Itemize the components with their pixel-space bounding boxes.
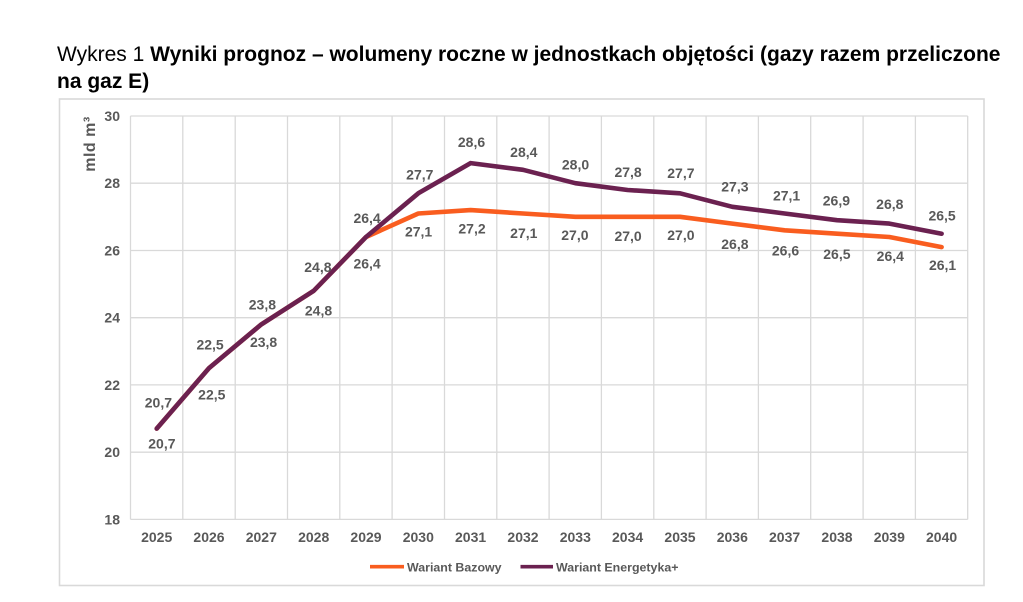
svg-text:mld m³: mld m³ xyxy=(82,116,99,171)
svg-text:27,1: 27,1 xyxy=(405,224,432,240)
svg-text:27,0: 27,0 xyxy=(667,227,694,243)
svg-text:22,5: 22,5 xyxy=(198,387,225,403)
svg-text:2038: 2038 xyxy=(821,529,852,545)
svg-text:26,1: 26,1 xyxy=(929,257,956,273)
svg-text:24,8: 24,8 xyxy=(304,259,331,275)
svg-text:24,8: 24,8 xyxy=(305,303,332,319)
svg-text:26,5: 26,5 xyxy=(928,207,955,223)
svg-text:26,9: 26,9 xyxy=(823,192,850,208)
svg-text:28,6: 28,6 xyxy=(458,134,485,150)
svg-text:2027: 2027 xyxy=(246,529,277,545)
svg-text:27,7: 27,7 xyxy=(667,165,694,181)
svg-text:2025: 2025 xyxy=(141,529,172,545)
svg-text:22: 22 xyxy=(104,377,120,393)
svg-text:2039: 2039 xyxy=(874,529,905,545)
svg-text:28,4: 28,4 xyxy=(510,144,537,160)
svg-text:26,6: 26,6 xyxy=(772,243,799,259)
svg-text:2032: 2032 xyxy=(507,529,538,545)
svg-text:2037: 2037 xyxy=(769,529,800,545)
svg-text:Wariant Energetyka+: Wariant Energetyka+ xyxy=(556,561,678,575)
svg-text:27,0: 27,0 xyxy=(561,227,588,243)
svg-text:23,8: 23,8 xyxy=(249,296,276,312)
svg-text:2031: 2031 xyxy=(455,529,486,545)
svg-text:2026: 2026 xyxy=(193,529,224,545)
svg-text:27,8: 27,8 xyxy=(614,164,641,180)
svg-text:27,7: 27,7 xyxy=(406,166,433,182)
svg-text:2033: 2033 xyxy=(560,529,591,545)
svg-text:26,5: 26,5 xyxy=(823,246,850,262)
svg-text:24: 24 xyxy=(104,310,120,326)
svg-text:26,4: 26,4 xyxy=(353,255,380,271)
svg-text:20: 20 xyxy=(104,444,120,460)
svg-text:2030: 2030 xyxy=(403,529,434,545)
svg-text:23,8: 23,8 xyxy=(250,334,277,350)
svg-text:Wariant Bazowy: Wariant Bazowy xyxy=(407,561,502,575)
svg-text:28,0: 28,0 xyxy=(562,156,589,172)
svg-text:18: 18 xyxy=(104,511,120,527)
svg-text:2040: 2040 xyxy=(926,529,957,545)
svg-text:2028: 2028 xyxy=(298,529,329,545)
svg-text:27,3: 27,3 xyxy=(721,179,748,195)
svg-text:26,8: 26,8 xyxy=(721,236,748,252)
svg-text:26,8: 26,8 xyxy=(876,196,903,212)
svg-text:26: 26 xyxy=(104,243,120,259)
svg-text:26,4: 26,4 xyxy=(353,210,380,226)
svg-text:27,2: 27,2 xyxy=(458,220,485,236)
svg-text:2035: 2035 xyxy=(664,529,695,545)
svg-text:27,1: 27,1 xyxy=(510,225,537,241)
svg-text:20,7: 20,7 xyxy=(145,395,172,411)
svg-text:28: 28 xyxy=(104,175,120,191)
svg-text:30: 30 xyxy=(104,108,120,124)
svg-text:27,0: 27,0 xyxy=(614,228,641,244)
svg-text:26,4: 26,4 xyxy=(877,248,904,264)
svg-text:20,7: 20,7 xyxy=(148,435,175,451)
svg-text:22,5: 22,5 xyxy=(196,337,223,353)
svg-text:2029: 2029 xyxy=(350,529,381,545)
svg-text:27,1: 27,1 xyxy=(773,188,800,204)
svg-text:2034: 2034 xyxy=(612,529,643,545)
svg-text:2036: 2036 xyxy=(717,529,748,545)
